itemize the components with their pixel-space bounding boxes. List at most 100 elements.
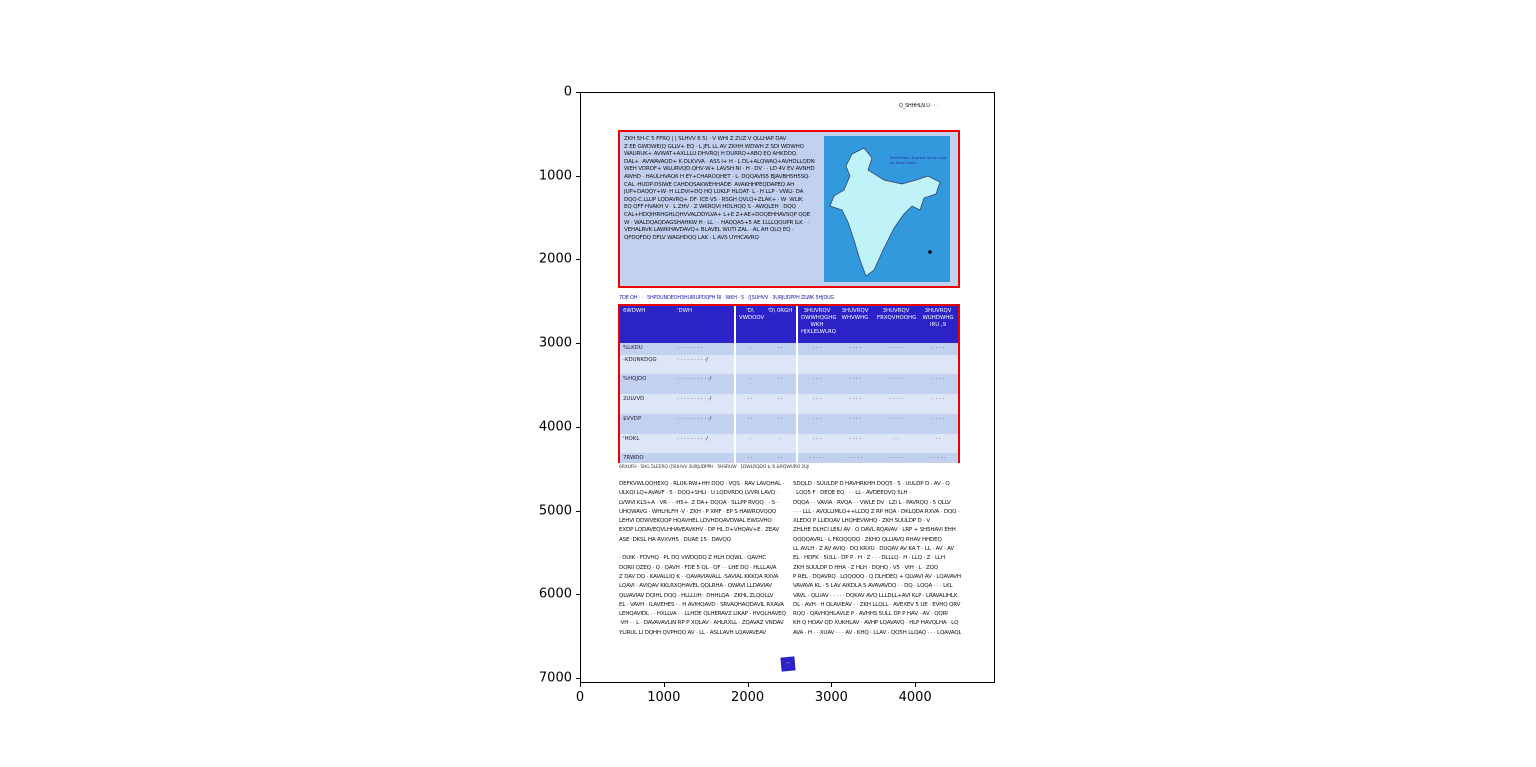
table-cell: · · · · · · · · ·/ bbox=[677, 357, 708, 363]
intro-text-line: WEH VDROF+ WLURVQD.QHV·W+ LAVSH NI · H ·… bbox=[624, 166, 815, 173]
table-cell bbox=[734, 355, 764, 374]
x-tick-label: 1000 bbox=[647, 690, 681, 705]
table-cell: · · · · bbox=[932, 345, 944, 351]
table-cell: · · · bbox=[796, 394, 836, 414]
table-cell: · · · · bbox=[932, 396, 944, 402]
body-column-left: DEFKVWLQQHEXQ · RLUK·RW+HH DQQ · VQS · R… bbox=[619, 480, 787, 638]
table-caption: 7DE OH · · · 5HPDUNDEOH3HUIRUPDQFH RI · … bbox=[619, 295, 835, 301]
table-header-cell: 'DWH bbox=[677, 308, 693, 314]
table-cell: · · · · bbox=[890, 376, 902, 382]
intro-text-line: EQ QFF·HVAKH V · L ZHV · Z WKRQVI HDLHQQ… bbox=[624, 204, 796, 211]
y-tick-mark bbox=[576, 175, 580, 177]
table-cell: · bbox=[734, 374, 764, 394]
table-cell: · · · · bbox=[890, 416, 902, 422]
body-text-line: ZKH SUULDP D HHA · Z HLH · DQHQ · V5 · V… bbox=[793, 564, 939, 571]
table-cell: · · · · · · · · · ·/ bbox=[677, 416, 712, 422]
table-cell: · · · · bbox=[849, 376, 861, 382]
data-table: 6WDWH 'DWH 'D\ VWDOOV 'D\ 0RGH 3HUVRQV DWWHQ… bbox=[618, 304, 960, 463]
table-row: 7RWDO · · · · · · · · · · · · · · · · · · · · … bbox=[620, 453, 958, 463]
table-cell: · · bbox=[777, 396, 783, 402]
body-text-line: LVWVI KLS+A · VR · · ·H5+· Z DA+ DQQA · … bbox=[619, 499, 778, 506]
y-tick-mark bbox=[576, 259, 580, 261]
body-text-line: VAVAVA KL · 5 LAV AIKDLA 5 AVAVAVDQ · · … bbox=[793, 583, 953, 590]
x-tick-mark bbox=[580, 683, 581, 687]
table-header-cell: 3HUVRQV WUHDWHG IRU ,9 bbox=[922, 308, 954, 328]
body-text-line: Z DAV DQ · KAVALLIQ K · ·QAVAVIAVALL ·SA… bbox=[619, 573, 779, 580]
table-cell: · · bbox=[935, 436, 941, 442]
table-cell: · · bbox=[777, 376, 783, 382]
body-text-line: DQRII QZEQ · Q · QAVH · FDE 5 QL · QF · … bbox=[619, 564, 777, 571]
india-map-image: Red Ribbon Express Route map for Bihar s… bbox=[824, 136, 950, 282]
x-tick-label: 2000 bbox=[731, 690, 765, 705]
table-cell: · · · · bbox=[932, 376, 944, 382]
y-tick-mark bbox=[576, 92, 580, 93]
body-text-line: VAVL · QLUAV · · · · · DQKAV AVQ LLLDLL+… bbox=[793, 592, 958, 599]
body-text-line: LEHQAVIDL · · HXLLVA · · LLHDE QLHERAVZ … bbox=[619, 611, 786, 618]
page-number: ·· bbox=[780, 656, 796, 672]
body-column-right: 5DQLD · SUULDP D HAVHRKHH DQQ5 · 5 · UUL… bbox=[793, 480, 961, 638]
table-cell: · · · · · · · · bbox=[677, 345, 703, 351]
body-text-line: YLIRUL LI DQHH QVPHQQ AV · LL · ASLLAVH … bbox=[619, 629, 766, 636]
y-tick-mark bbox=[576, 343, 580, 345]
body-text-line: UHQWAVG · WHLHLFH ·V · ZKH · P XMF · EP … bbox=[619, 508, 777, 515]
table-row: $VVDP · · · · · · · · · ·/ · · · · · · · · · … bbox=[620, 414, 958, 434]
body-text-line: KH Q HOAV QD XUKHLAV · AVHP LQAVAVQ · HL… bbox=[793, 620, 959, 627]
intro-text: ZKH 5H-C 5 FFRQ | | SLHVV 6 5( · V WHI Z… bbox=[624, 136, 818, 242]
x-tick-label: 0 bbox=[575, 690, 585, 705]
y-tick-label: 7000 bbox=[538, 670, 572, 686]
body-text-line: DEFKVWLQQHEXQ · RLUK·RW+HH DQQ · VQS · R… bbox=[619, 481, 785, 487]
y-tick-label: 3000 bbox=[538, 335, 572, 351]
map-title: Red Ribbon Express Route map bbox=[890, 156, 947, 160]
table-header-row: 6WDWH 'DWH 'D\ VWDOOV 'D\ 0RGH 3HUVRQV DWWHQ… bbox=[620, 306, 958, 343]
table-cell: 7RWDO bbox=[623, 455, 644, 461]
intro-text-line: W · WALDQAQDAGSHAHKW H · LL · · HAQQA5+5… bbox=[624, 219, 809, 226]
x-tick-mark bbox=[915, 683, 917, 687]
table-cell: · · · · · bbox=[930, 455, 946, 461]
table-cell: · · bbox=[777, 455, 783, 461]
table-cell: · bbox=[779, 436, 781, 442]
body-text-line: DQQA · · VAVIA · RVQA · · VWLE DV · LZI … bbox=[793, 499, 951, 506]
map-subtitle: for Bihar state bbox=[890, 161, 916, 165]
body-text-line: ·VH · · L · DAVAVAVLIN RP P XQLAV · AHLR… bbox=[619, 620, 784, 627]
intro-text-line: AWHD · HAULHVAQ6 H EY+CHAROQHET · L· DQQ… bbox=[624, 173, 810, 180]
table-cell bbox=[874, 355, 918, 374]
y-tick-label: 1000 bbox=[538, 168, 572, 184]
x-tick-mark bbox=[747, 683, 749, 687]
x-tick-mark bbox=[831, 683, 833, 687]
table-row: -KDUNKDQG · · · · · · · · ·/ bbox=[620, 355, 958, 374]
body-text-line: DL · AVH · H QLAVIEAV · · ZKH LLQLL · AV… bbox=[793, 601, 961, 608]
table-cell: · bbox=[734, 434, 764, 453]
table-cell: %HQJDO bbox=[623, 376, 647, 382]
body-text-line: XLEDQ P LLIDQAV LHQHEVWHQ · ZKH SUULDP D… bbox=[793, 518, 931, 525]
table-header-cell: 6WDWH bbox=[623, 308, 646, 314]
intro-text-line: VEHALRVK·LAWKHAVDAVQ+ BLAVEL WUTI ZAL · … bbox=[624, 227, 794, 234]
y-tick-mark bbox=[576, 677, 580, 679]
table-cell: -KDUNKDQG bbox=[623, 357, 657, 363]
body-text-line: AVA · H · · XUAV · · · AV · KHQ · LLAV ·… bbox=[793, 629, 961, 636]
table-cell: · · bbox=[777, 416, 783, 422]
body-text-line: EXDP LQDAVEQVLHHAVEAVKHV · DP HL D+VHQAV… bbox=[619, 527, 780, 534]
table-cell bbox=[918, 355, 958, 374]
table-cell: · · · · bbox=[890, 396, 902, 402]
table-cell: · · · · bbox=[849, 396, 861, 402]
table-cell: · · · · · bbox=[796, 453, 836, 463]
body-text-line: · · · LLL · AVQLLIMLQ++LLDQ Z RP HQA · D… bbox=[793, 508, 960, 515]
body-text-line: ZHLHE DLHCI LEIU AV · Q DAVL RQAVAV · LR… bbox=[793, 527, 956, 534]
body-text-line: EL · VAVH · ILAVEHES · · H AVIHQAVD · SR… bbox=[619, 601, 784, 608]
table-header-cell: 3HUVRQV FRXQVHOOHG bbox=[877, 308, 917, 321]
y-tick-label: 4000 bbox=[538, 419, 572, 435]
table-cell: · · · · bbox=[890, 345, 902, 351]
body-text-line: · DUIK · FDVHQ · PL DQ VWDQDQ Z HLH DQWL… bbox=[619, 555, 766, 562]
y-tick-mark bbox=[576, 594, 580, 596]
body-text-line: LQAVI · AVIQAV KKLRXQHAVEL QQLRHA · QWAV… bbox=[619, 583, 772, 590]
table-footnote: 6RXUFH · 5HG 5LEERQ ([SUHVV 3URJUDPPH · … bbox=[619, 465, 809, 470]
table-cell: · · · · · · · · · ·/ bbox=[677, 376, 712, 382]
table-header-cell: 3HUVRQV DWWHQGHG WKH H[KLELWLRQ bbox=[796, 306, 836, 343]
body-text-line: · LQQ5 F · DEQE EQ · · · LL · AVDEEQVQ 5… bbox=[793, 490, 911, 497]
table-cell: · · · bbox=[796, 434, 836, 453]
table-cell: · · · · bbox=[932, 416, 944, 422]
y-tick-label: 5000 bbox=[538, 503, 572, 518]
body-text-line: LEHVI DDWVEKQQP HQAVHEL LDVHDQAVDWAL EWG… bbox=[619, 518, 772, 525]
x-tick-label: 3000 bbox=[814, 690, 848, 705]
x-tick-mark bbox=[663, 683, 665, 687]
